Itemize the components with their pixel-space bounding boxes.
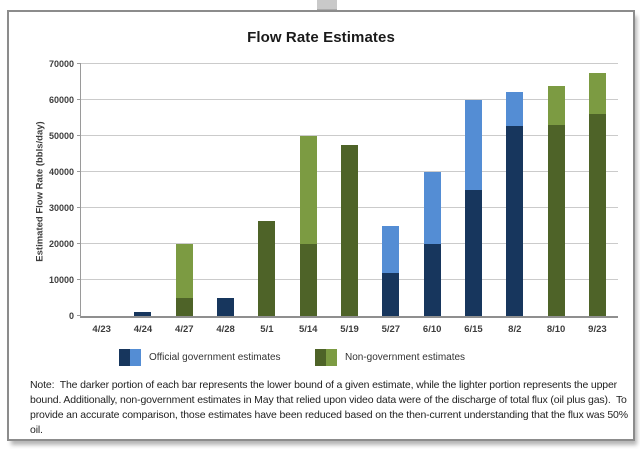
y-tick-label-10000: 10000 [48,275,74,285]
bar-slot-6-10 [412,64,453,316]
plot-area: 0 10000 20000 30000 40000 50000 60000 70000 4/2… [49,59,618,335]
y-tickmark-60000 [77,99,81,100]
bar-segment-lower [134,312,152,316]
bar-segment-upper [382,226,400,273]
x-tick-label-9-23: 9/23 [588,324,607,335]
scrollbar-thumb[interactable] [317,0,337,10]
x-tick-label-5-19: 5/19 [340,324,359,335]
bar-8-2 [506,64,524,316]
y-tick-label-40000: 40000 [48,167,74,177]
legend-swatch-light-blue [130,349,141,366]
legend-swatch-official [119,349,141,366]
x-tick-label-4-24: 4/24 [133,324,153,335]
y-tick-label-70000: 70000 [48,59,74,69]
gridline-50000 [81,135,618,136]
x-tick-label-8-2: 8/2 [508,324,522,335]
gridline-60000 [81,99,618,100]
bar-slot-4-27 [164,64,205,316]
x-tick-label-5-27: 5/27 [381,324,401,335]
legend-swatch-light-green [326,349,337,366]
legend-label-non-government: Non-government estimates [345,352,466,363]
footnote: Note: The darker portion of each bar rep… [30,379,631,436]
y-tickmark-40000 [77,171,81,172]
bar-segment-upper [464,100,482,190]
y-axis-title: Estimated Flow Rate (bbls/day) [34,120,46,262]
bar-series [81,64,618,316]
x-tick-label-6-10: 6/10 [422,324,442,335]
bar-4-28 [217,64,235,316]
bar-6-10 [423,64,441,316]
bar-4-24 [134,64,152,316]
bar-segment-lower [258,220,276,316]
bar-slot-8-10 [535,64,576,316]
bar-segment-lower [382,272,400,316]
legend-swatch-dark-blue [119,349,130,366]
y-tick-label-0: 0 [68,311,74,321]
bar-slot-5-14 [288,64,329,316]
x-tick-label-4-27: 4/27 [175,324,194,335]
x-axis-ticks: 4/23 4/24 4/27 4/28 5/1 5/14 5/19 5/27 6/10 6/15 8… [81,324,618,335]
legend-item-non-government: Non-government estimates [315,349,465,366]
bar-slot-4-28 [205,64,246,316]
y-axis-title-container: Estimated Flow Rate (bbls/day) [29,64,51,318]
y-tickmark-0 [77,315,81,316]
gridline-70000 [81,63,618,64]
bar-segment-lower [423,244,441,316]
legend-label-official: Official government estimates [149,352,281,363]
legend-swatch-dark-green [315,349,326,366]
legend-item-official: Official government estimates [119,349,281,366]
bar-segment-upper [299,136,317,244]
bar-slot-4-24 [122,64,163,316]
bar-slot-5-19 [329,64,370,316]
x-tick-label-4-23: 4/23 [92,324,111,335]
x-tick-label-4-28: 4/28 [216,324,235,335]
bar-segment-lower [217,298,235,316]
bar-5-19 [341,64,359,316]
y-tickmark-10000 [77,279,81,280]
y-tick-label-50000: 50000 [48,131,74,141]
y-tick-label-30000: 30000 [48,203,74,213]
bar-8-10 [547,64,565,316]
bar-6-15 [464,64,482,316]
bar-5-14 [299,64,317,316]
bar-segment-lower [175,298,193,316]
bar-segment-lower [341,145,359,316]
legend-swatch-non-government [315,349,337,366]
bar-segment-lower [547,125,565,316]
bar-segment-lower [299,244,317,316]
y-tick-label-60000: 60000 [48,95,74,105]
bar-segment-upper [588,73,606,115]
bar-segment-upper [423,172,441,244]
bar-segment-upper [506,92,524,127]
bar-slot-5-1 [246,64,287,316]
x-tick-label-6-15: 6/15 [464,324,483,335]
y-tick-label-20000: 20000 [48,239,74,249]
bar-slot-9-23 [577,64,618,316]
x-tick-label-5-1: 5/1 [260,324,274,335]
bar-9-23 [588,64,606,316]
y-tickmark-50000 [77,135,81,136]
chart-title: Flow Rate Estimates [247,29,395,46]
bar-segment-upper [547,85,565,126]
bar-slot-5-27 [370,64,411,316]
y-tickmark-20000 [77,243,81,244]
bar-segment-upper [175,244,193,298]
x-tick-label-5-14: 5/14 [298,324,318,335]
bar-slot-4-23 [81,64,122,316]
bar-segment-lower [506,126,524,316]
y-tickmark-30000 [77,207,81,208]
bar-5-27 [382,64,400,316]
bar-4-27 [175,64,193,316]
bar-slot-8-2 [494,64,535,316]
bar-slot-6-15 [453,64,494,316]
y-tickmark-70000 [77,63,81,64]
x-tick-label-8-10: 8/10 [546,324,566,335]
chart-figure: Flow Rate Estimates Estimated Flow Rate … [7,10,635,441]
bar-segment-lower [588,114,606,316]
bar-5-1 [258,64,276,316]
bar-segment-lower [464,190,482,316]
